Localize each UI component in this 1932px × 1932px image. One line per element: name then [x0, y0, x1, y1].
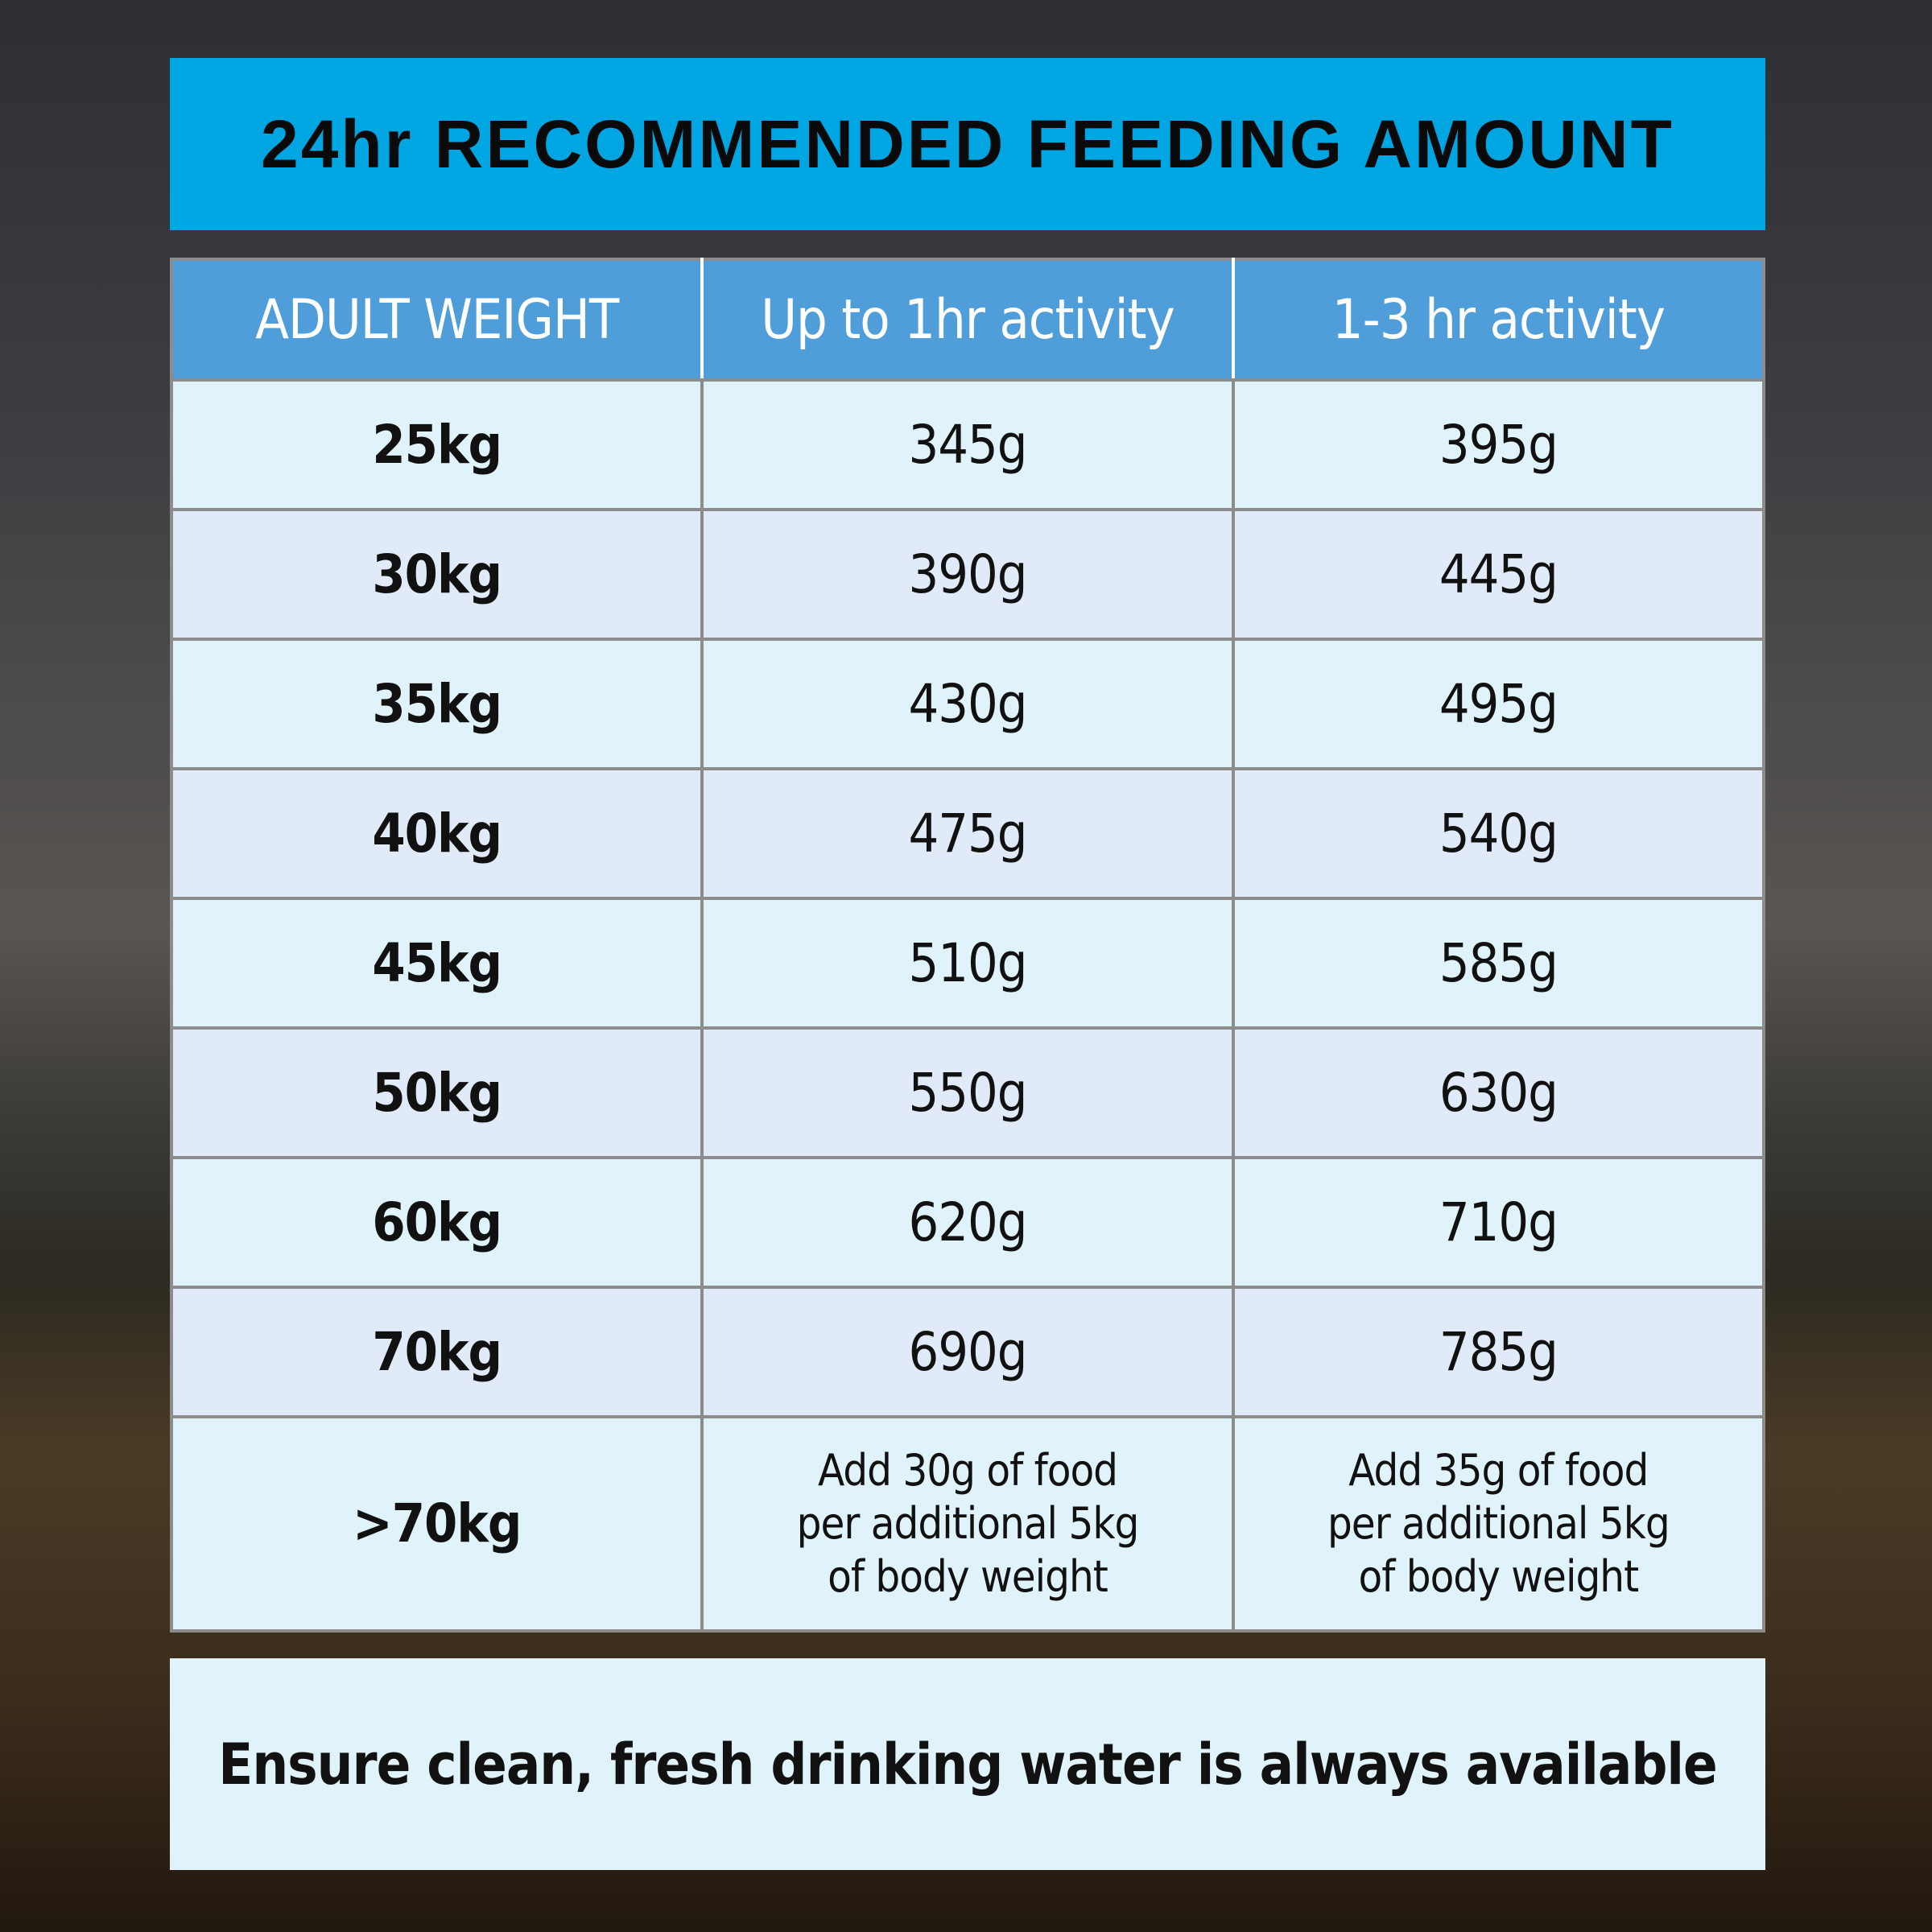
cell-weight: 25kg [169, 378, 704, 511]
cell-1-3hr: 540g [1231, 767, 1766, 900]
page-title: 24hr RECOMMENDED FEEDING AMOUNT [261, 105, 1674, 182]
table-row-over-70kg: >70kg Add 30g of food per additional 5kg of… [169, 1415, 1766, 1633]
cell-1-3hr: 495g [1231, 638, 1766, 770]
cell-1-3hr: 585g [1231, 897, 1766, 1030]
title-banner: 24hr RECOMMENDED FEEDING AMOUNT [170, 58, 1765, 230]
cell-weight: 60kg [169, 1156, 704, 1289]
table-row: 25kg 345g 395g [169, 378, 1766, 511]
cell-one-to-3hr: Add 35g of food per additional 5kg of body… [1231, 1415, 1766, 1633]
footer-note: Ensure clean, fresh drinking water is al… [170, 1658, 1765, 1870]
cell-up-to-1hr: Add 30g of food per additional 5kg of body… [700, 1415, 1235, 1633]
header-adult-weight: ADULT WEIGHT [169, 258, 704, 382]
cell-line: Add 30g of food [817, 1445, 1118, 1496]
cell-1-3hr: 785g [1231, 1286, 1766, 1418]
cell-weight: 70kg [169, 1286, 704, 1418]
cell-up-to-1hr: 430g [700, 638, 1235, 770]
table-header-row: ADULT WEIGHT Up to 1hr activity 1-3 hr a… [169, 258, 1766, 382]
table-row: 50kg 550g 630g [169, 1026, 1766, 1159]
cell-line: per additional 5kg [796, 1498, 1140, 1549]
cell-weight: 30kg [169, 508, 704, 641]
cell-up-to-1hr: 345g [700, 378, 1235, 511]
cell-up-to-1hr: 690g [700, 1286, 1235, 1418]
footer-text: Ensure clean, fresh drinking water is al… [218, 1731, 1717, 1798]
table-row: 30kg 390g 445g [169, 508, 1766, 641]
cell-weight: 40kg [169, 767, 704, 900]
cell-1-3hr: 445g [1231, 508, 1766, 641]
cell-1-3hr: 710g [1231, 1156, 1766, 1289]
cell-weight: 50kg [169, 1026, 704, 1159]
cell-up-to-1hr: 475g [700, 767, 1235, 900]
cell-weight: 45kg [169, 897, 704, 1030]
table-row: 45kg 510g 585g [169, 897, 1766, 1030]
cell-line: of body weight [828, 1551, 1108, 1602]
header-1-3hr: 1-3 hr activity [1231, 258, 1766, 382]
cell-line: Add 35g of food [1348, 1445, 1649, 1496]
cell-1-3hr: 395g [1231, 378, 1766, 511]
cell-up-to-1hr: 510g [700, 897, 1235, 1030]
table-row: 70kg 690g 785g [169, 1286, 1766, 1418]
cell-line: per additional 5kg [1327, 1498, 1670, 1549]
table-row: 35kg 430g 495g [169, 638, 1766, 770]
cell-up-to-1hr: 550g [700, 1026, 1235, 1159]
cell-up-to-1hr: 620g [700, 1156, 1235, 1289]
cell-up-to-1hr: 390g [700, 508, 1235, 641]
feeding-table: ADULT WEIGHT Up to 1hr activity 1-3 hr a… [169, 258, 1766, 1633]
cell-weight: 35kg [169, 638, 704, 770]
cell-line: of body weight [1358, 1551, 1640, 1602]
cell-1-3hr: 630g [1231, 1026, 1766, 1159]
header-up-to-1hr: Up to 1hr activity [700, 258, 1235, 382]
table-row: 60kg 620g 710g [169, 1156, 1766, 1289]
table-row: 40kg 475g 540g [169, 767, 1766, 900]
cell-weight: >70kg [169, 1415, 704, 1633]
